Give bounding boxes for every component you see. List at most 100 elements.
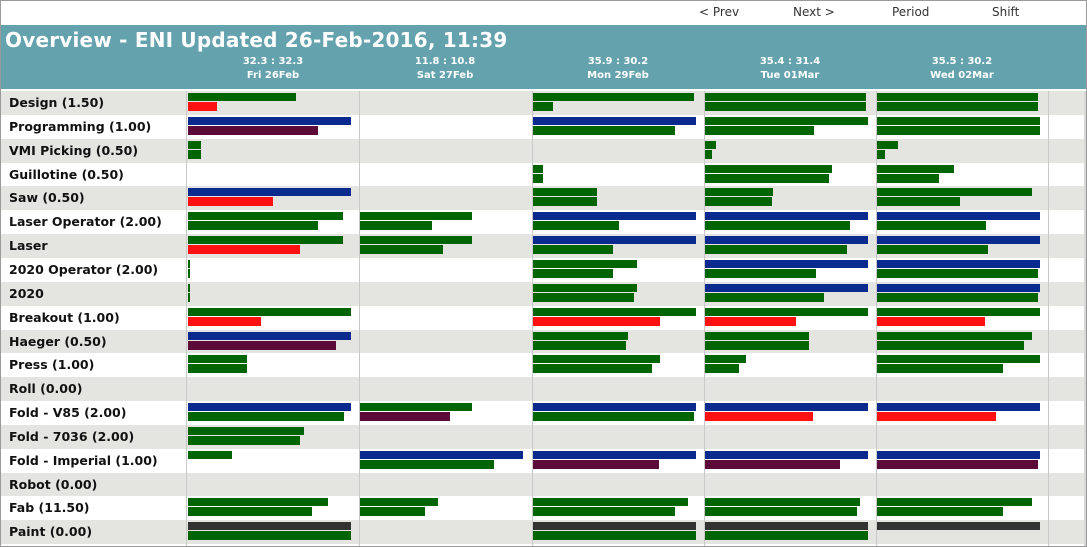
resource-label: Saw (0.50) — [9, 190, 85, 206]
capacity-bar-tue — [705, 188, 773, 197]
resource-label: 2020 Operator (2.00) — [9, 261, 159, 277]
resource-row: 2020 Operator (2.00) — [1, 257, 1086, 282]
prev-link[interactable]: < Prev — [699, 5, 740, 19]
resource-row: Programming (1.00) — [1, 114, 1086, 139]
next-link[interactable]: Next > — [793, 5, 835, 19]
day-header-tue: 35.4 : 31.4 Tue 01Mar — [704, 55, 876, 83]
capacity-bar-wed — [877, 93, 1038, 101]
day-label: Mon 29Feb — [587, 70, 649, 81]
capacity-bar-mon — [533, 259, 637, 268]
load-bar-wed — [877, 412, 996, 422]
load-bar-mon — [533, 412, 694, 422]
period-link[interactable]: Period — [892, 5, 930, 19]
load-bar-wed — [877, 102, 1038, 111]
resource-label: Laser Operator (2.00) — [9, 214, 162, 230]
day-header-fri: 32.3 : 32.3 Fri 26Feb — [187, 55, 359, 83]
load-bar-wed — [877, 459, 1038, 469]
resource-row: VMI Picking (0.50) — [1, 138, 1086, 163]
load-bar-wed — [877, 292, 1038, 302]
capacity-bar-fri — [188, 116, 351, 125]
capacity-bar-wed — [877, 331, 1032, 340]
page-title: Overview - ENI Updated 26-Feb-2016, 11:3… — [5, 28, 508, 52]
capacity-bar-wed — [877, 450, 1040, 459]
load-bar-wed — [877, 316, 985, 326]
load-bar-tue — [705, 364, 739, 374]
load-bar-tue — [705, 197, 772, 207]
load-bar-fri — [188, 221, 318, 231]
load-bar-fri — [188, 531, 351, 541]
scrollbar[interactable] — [1084, 91, 1086, 546]
load-bar-mon — [533, 292, 634, 302]
capacity-bar-sat — [360, 212, 472, 221]
resource-row: Guillotine (0.50) — [1, 162, 1086, 187]
load-bar-tue — [705, 531, 868, 541]
load-bar-mon — [533, 173, 543, 183]
capacity-bar-mon — [533, 212, 696, 221]
load-bar-mon — [533, 102, 553, 111]
capacity-bar-wed — [877, 212, 1040, 221]
capacity-bar-wed — [877, 116, 1040, 125]
resource-label: VMI Picking (0.50) — [9, 142, 139, 158]
resource-label: 2020 — [9, 285, 44, 301]
load-bar-fri — [188, 507, 312, 517]
capacity-bar-tue — [705, 522, 868, 531]
day-label: Tue 01Mar — [760, 70, 820, 81]
day-label: Sat 27Feb — [416, 70, 474, 81]
resource-row: Paint (0.00) — [1, 520, 1086, 545]
capacity-bar-tue — [705, 164, 832, 173]
capacity-bar-mon — [533, 93, 694, 101]
capacity-bar-sat — [360, 403, 472, 412]
capacity-bar-mon — [533, 355, 660, 364]
column-divider — [876, 91, 877, 546]
load-bar-tue — [705, 245, 847, 255]
load-bar-mon — [533, 316, 660, 326]
column-divider — [532, 91, 533, 546]
capacity-bar-wed — [877, 307, 1040, 316]
capacity-bar-tue — [705, 259, 868, 268]
resource-row: Robot (0.00) — [1, 472, 1086, 497]
load-bar-fri — [188, 435, 300, 445]
day-ratio: 11.8 : 10.8 — [414, 56, 476, 67]
load-bar-mon — [533, 340, 626, 350]
capacity-bar-wed — [877, 283, 1040, 292]
load-bar-wed — [877, 125, 1040, 135]
load-bar-sat — [360, 412, 450, 422]
load-bar-tue — [705, 316, 796, 326]
capacity-bar-fri — [188, 498, 328, 507]
capacity-bar-mon — [533, 403, 696, 412]
capacity-bar-tue — [705, 355, 746, 364]
capacity-bar-sat — [360, 498, 438, 507]
resource-row: Laser — [1, 234, 1086, 259]
capacity-bar-fri — [188, 283, 190, 292]
capacity-bar-wed — [877, 403, 1040, 412]
resource-row: Press (1.00) — [1, 353, 1086, 378]
column-divider — [359, 91, 360, 546]
load-bar-wed — [877, 173, 939, 183]
load-bar-fri — [188, 197, 273, 207]
resource-row: Fold - 7036 (2.00) — [1, 424, 1086, 449]
capacity-bar-mon — [533, 307, 696, 316]
capacity-bar-fri — [188, 93, 296, 101]
capacity-bar-wed — [877, 355, 1040, 364]
capacity-bar-fri — [188, 331, 351, 340]
day-label: Wed 02Mar — [930, 70, 994, 81]
load-bar-mon — [533, 268, 613, 278]
resource-label: Guillotine (0.50) — [9, 166, 124, 182]
resource-label: Press (1.00) — [9, 357, 95, 373]
resource-row: Laser Operator (2.00) — [1, 210, 1086, 235]
capacity-bar-mon — [533, 522, 696, 531]
shift-link[interactable]: Shift — [992, 5, 1020, 19]
capacity-bar-tue — [705, 307, 868, 316]
header-banner: Overview - ENI Updated 26-Feb-2016, 11:3… — [1, 25, 1086, 89]
capacity-bar-mon — [533, 498, 688, 507]
load-bar-fri — [188, 245, 300, 255]
capacity-bar-fri — [188, 450, 232, 459]
resource-label: Haeger (0.50) — [9, 333, 107, 349]
capacity-bar-mon — [533, 331, 628, 340]
load-bar-fri — [188, 125, 318, 135]
capacity-bar-fri — [188, 426, 304, 435]
resource-row: Saw (0.50) — [1, 186, 1086, 211]
load-bar-wed — [877, 507, 1003, 517]
load-bar-mon — [533, 531, 696, 541]
